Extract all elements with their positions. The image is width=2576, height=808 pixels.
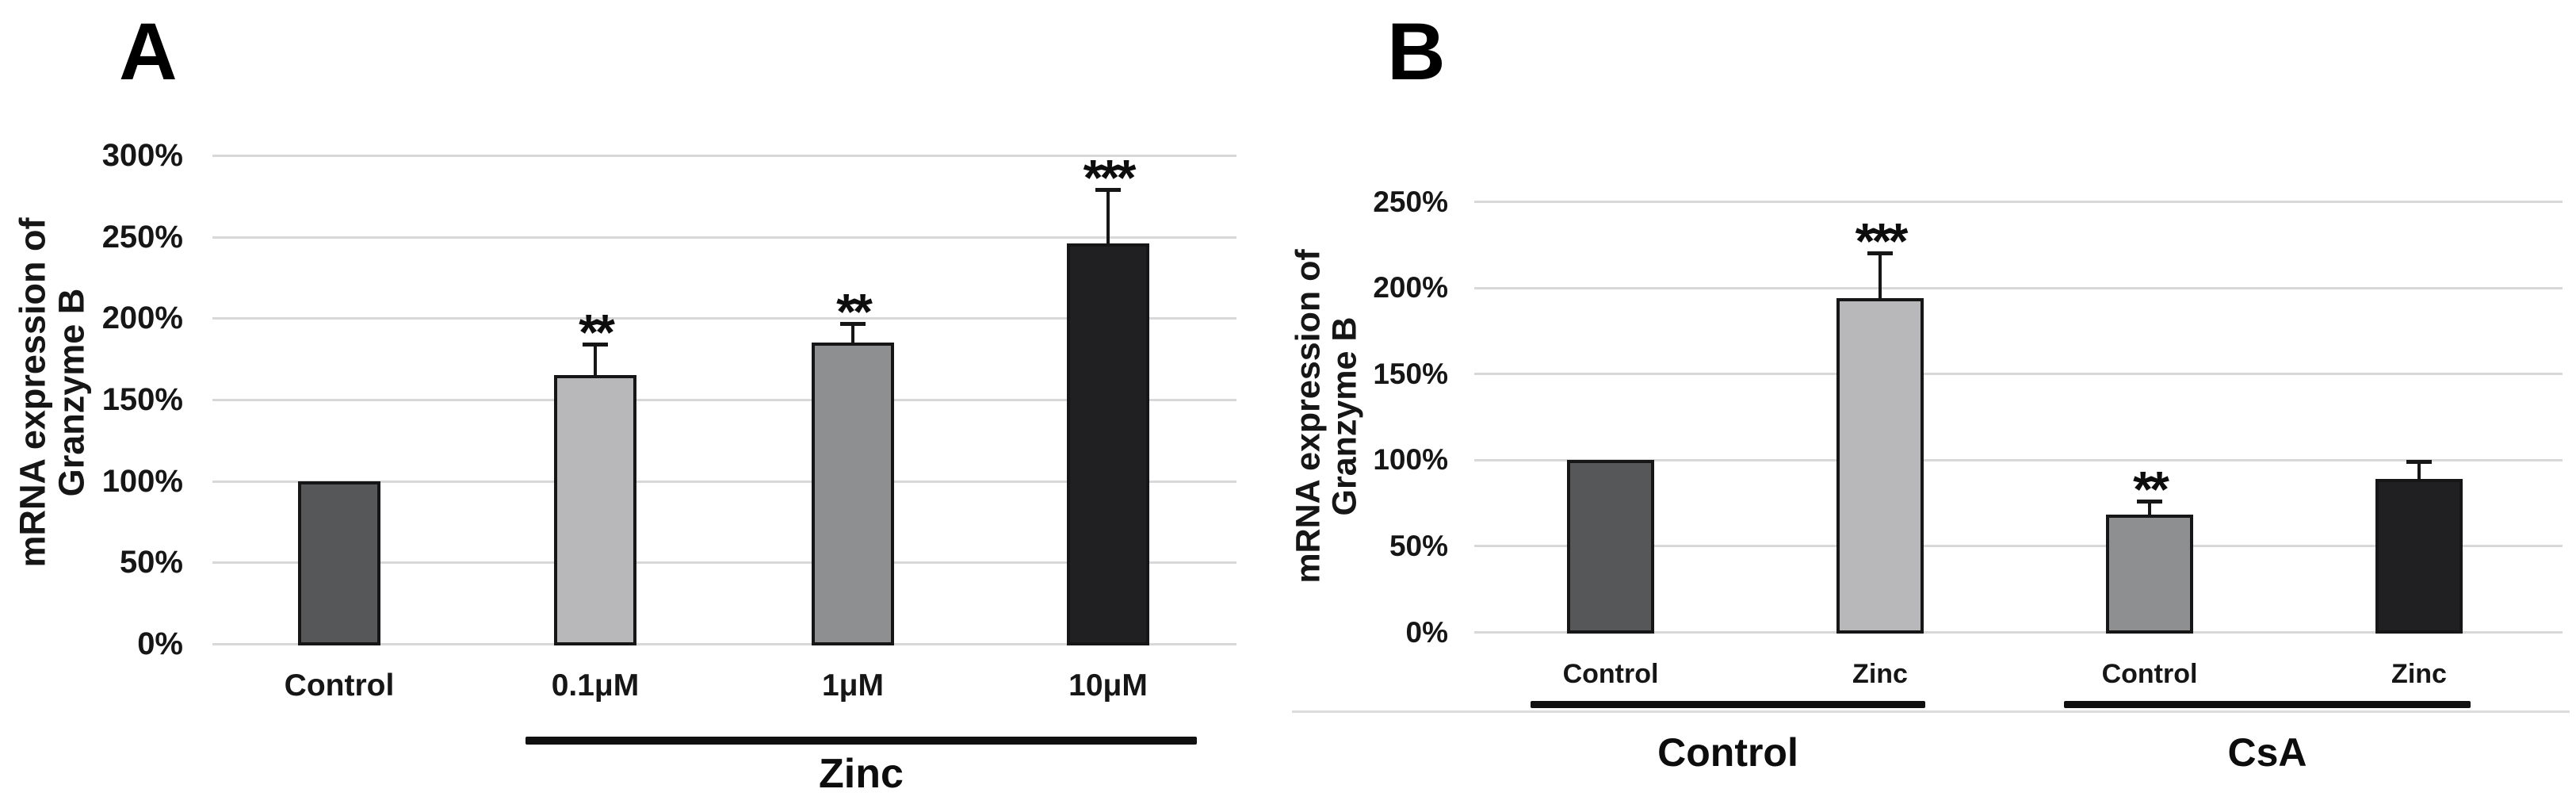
group-label: Zinc xyxy=(819,751,904,797)
y-axis-tick-label: 250% xyxy=(101,219,183,255)
bar xyxy=(2106,515,2193,634)
error-bar-stem xyxy=(594,344,597,379)
group-underline xyxy=(1531,701,1925,708)
gridline xyxy=(212,643,1236,645)
gridline xyxy=(1474,201,2563,203)
panel-letter: B xyxy=(1387,6,1446,97)
significance-marker: *** xyxy=(1855,213,1909,270)
bar xyxy=(298,481,380,645)
bar xyxy=(812,343,894,645)
error-bar-cap xyxy=(583,343,608,347)
y-axis-tick-label: 300% xyxy=(101,138,183,174)
y-axis-tick-label: 200% xyxy=(101,301,183,336)
gridline xyxy=(1474,545,2563,548)
gridline xyxy=(212,236,1236,239)
x-axis-tick-label: Control xyxy=(2101,659,2198,689)
x-axis-tick-label: 0.1μM xyxy=(551,668,640,703)
gridline xyxy=(212,480,1236,483)
y-axis-tick-label: 150% xyxy=(1373,357,1448,390)
significance-marker: ** xyxy=(836,282,873,340)
x-axis-tick-label: 10μM xyxy=(1068,668,1148,703)
group-underline xyxy=(2064,701,2471,708)
chart-bottom-border-artifact xyxy=(1292,710,2570,713)
y-axis-tick-label: 50% xyxy=(1389,529,1448,562)
error-bar-stem xyxy=(1878,253,1882,301)
error-bar-stem xyxy=(851,323,854,347)
gridline xyxy=(1474,458,2563,461)
significance-marker: ** xyxy=(579,304,615,362)
bar xyxy=(2375,478,2463,634)
gridline xyxy=(212,399,1236,402)
y-axis-tick-label: 100% xyxy=(1373,443,1448,477)
gridline xyxy=(212,561,1236,565)
group-label: CsA xyxy=(2227,730,2307,775)
error-bar-stem xyxy=(2148,500,2151,519)
error-bar-cap xyxy=(840,321,866,326)
y-axis-tick-label: 0% xyxy=(137,626,183,661)
y-axis-tick-label: 250% xyxy=(1373,185,1448,218)
panel-letter: A xyxy=(119,6,178,97)
x-axis-tick-label: Control xyxy=(284,668,395,703)
gridline xyxy=(212,155,1236,158)
bar xyxy=(1067,243,1149,645)
bar xyxy=(554,375,636,645)
y-axis-tick-label: 150% xyxy=(101,382,183,418)
y-axis-tick-label: 50% xyxy=(119,545,183,580)
y-axis-tick-label: 100% xyxy=(101,463,183,499)
gridline xyxy=(212,317,1236,320)
gridline xyxy=(1474,631,2563,634)
significance-marker: ** xyxy=(2133,460,2169,518)
error-bar-cap xyxy=(2137,499,2162,504)
error-bar-stem xyxy=(1106,190,1110,247)
group-underline xyxy=(526,737,1197,745)
x-axis-tick-label: Zinc xyxy=(1852,659,1908,689)
gridline xyxy=(1474,373,2563,376)
group-label: Control xyxy=(1657,730,1798,775)
error-bar-cap xyxy=(2406,459,2432,464)
x-axis-tick-label: 1μM xyxy=(821,668,885,703)
bar xyxy=(1836,297,1924,634)
gridline xyxy=(1474,286,2563,289)
bar xyxy=(1567,459,1654,634)
significance-marker: *** xyxy=(1083,149,1137,207)
y-axis-tick-label: 200% xyxy=(1373,271,1448,304)
error-bar-stem xyxy=(2417,461,2421,482)
error-bar-cap xyxy=(1867,251,1893,256)
x-axis-tick-label: Zinc xyxy=(2391,659,2447,689)
error-bar-cap xyxy=(1095,188,1121,193)
y-axis-tick-label: 0% xyxy=(1405,615,1448,649)
x-axis-tick-label: Control xyxy=(1562,659,1659,689)
